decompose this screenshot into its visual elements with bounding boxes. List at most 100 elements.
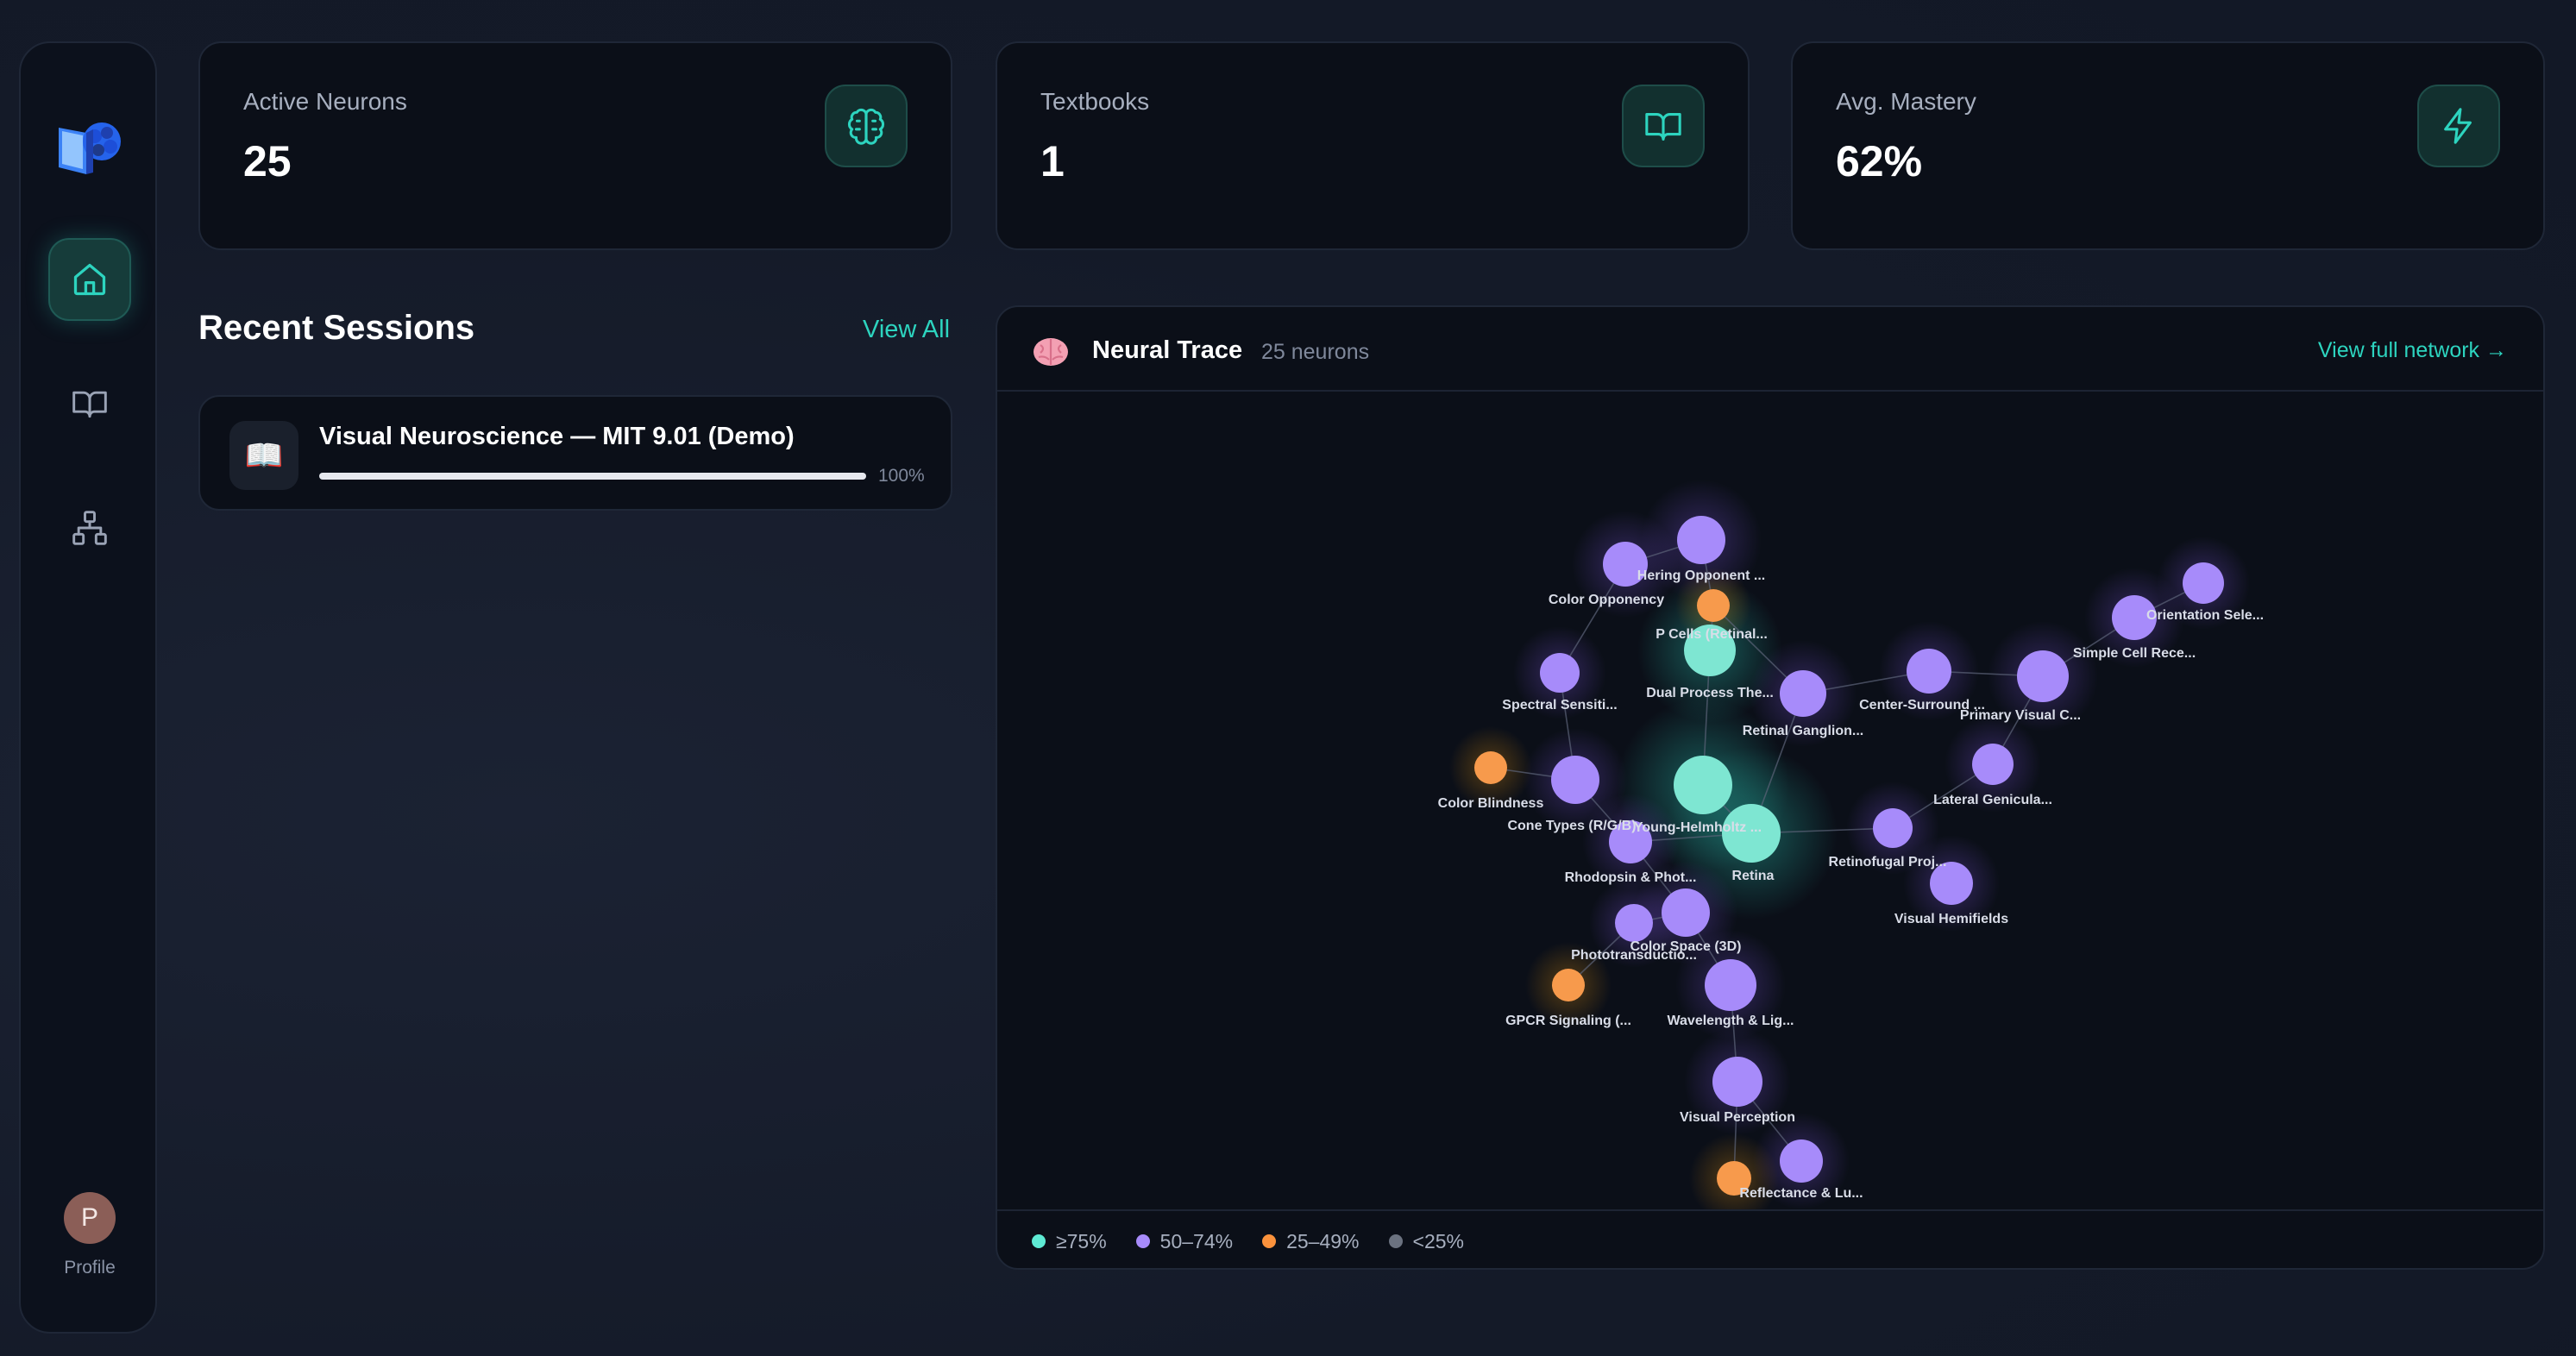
stat-value: 1 — [1040, 137, 1065, 185]
stat-card-avg-mastery: Avg. Mastery 62% — [1791, 41, 2545, 250]
legend-item-mid: 50–74% — [1135, 1229, 1234, 1253]
legend-item-low: 25–49% — [1262, 1229, 1360, 1253]
brain-icon — [825, 85, 908, 167]
legend-label: <25% — [1412, 1229, 1464, 1252]
graph-node-labels: Hering Opponent ... Color Opponency P Ce… — [1438, 568, 2264, 1201]
nav-network-button[interactable] — [48, 487, 131, 569]
legend-dot — [1135, 1234, 1150, 1248]
node-label: Reflectance & Lu... — [1739, 1186, 1863, 1201]
node-label: Wavelength & Lig... — [1668, 1014, 1794, 1028]
node-label: Color Space (3D) — [1630, 939, 1742, 954]
neural-trace-header: Neural Trace 25 neurons View full networ… — [997, 307, 2543, 392]
node-label: Color Opponency — [1549, 593, 1664, 607]
nav-library-button[interactable] — [48, 362, 131, 445]
graph-node — [1662, 888, 1710, 937]
neural-graph[interactable]: Hering Opponent ... Color Opponency P Ce… — [997, 392, 2545, 1209]
node-label: Visual Perception — [1680, 1110, 1795, 1125]
legend-label: ≥75% — [1056, 1229, 1107, 1252]
graph-node — [1717, 1161, 1751, 1196]
graph-node — [1705, 959, 1756, 1011]
view-full-network-link[interactable]: View full network → — [2317, 338, 2507, 362]
graph-node — [1551, 756, 1599, 804]
graph-node — [1474, 751, 1507, 784]
graph-node — [1609, 820, 1652, 863]
brain-emoji-icon — [1034, 338, 1068, 366]
graph-node — [1603, 542, 1648, 587]
graph-node — [1873, 808, 1913, 848]
graph-node — [1684, 625, 1736, 676]
node-label: Rhodopsin & Phot... — [1565, 870, 1697, 885]
profile-avatar[interactable]: P — [64, 1192, 116, 1244]
hierarchy-icon — [72, 511, 107, 545]
legend-dot — [1262, 1234, 1277, 1248]
legend-dot — [1032, 1234, 1046, 1248]
graph-node — [1677, 516, 1725, 564]
graph-node — [2183, 562, 2224, 604]
session-progress-percent: 100% — [878, 466, 925, 486]
graph-node — [1712, 1057, 1762, 1107]
stat-label: Active Neurons — [243, 88, 407, 115]
profile-label: Profile — [64, 1258, 116, 1278]
legend-item-none: <25% — [1388, 1229, 1464, 1253]
neural-trace-panel: Neural Trace 25 neurons View full networ… — [996, 305, 2545, 1270]
mastery-legend: ≥75% 50–74% 25–49% <25% — [997, 1209, 2543, 1268]
node-label: Spectral Sensiti... — [1502, 698, 1617, 713]
node-label: Cone Types (R/G/B) — [1507, 819, 1636, 833]
node-label: Color Blindness — [1438, 796, 1544, 811]
graph-node — [1907, 649, 1951, 694]
session-progress-fill — [319, 473, 866, 480]
session-card[interactable]: 📖 Visual Neuroscience — MIT 9.01 (Demo) … — [198, 395, 952, 511]
book-icon — [1622, 85, 1705, 167]
node-label: Primary Visual C... — [1960, 708, 2081, 723]
graph-node — [2112, 595, 2157, 640]
node-label: Phototransductio... — [1571, 948, 1697, 963]
node-label: Hering Opponent ... — [1637, 568, 1765, 583]
stat-card-active-neurons: Active Neurons 25 — [198, 41, 952, 250]
graph-node — [1552, 969, 1585, 1001]
view-all-link[interactable]: View All — [863, 316, 951, 343]
stat-label: Textbooks — [1040, 88, 1150, 115]
node-label: Orientation Sele... — [2146, 608, 2264, 623]
graph-node — [1674, 756, 1732, 814]
neuron-count: 25 neurons — [1261, 340, 1370, 364]
node-label: Retinofugal Proj... — [1829, 855, 1947, 869]
node-label: Center-Surround ... — [1859, 698, 1985, 713]
book-icon — [72, 391, 107, 418]
open-book-icon: 📖 — [229, 421, 298, 490]
node-label: P Cells (Retinal... — [1656, 627, 1768, 642]
sidebar: P Profile — [19, 41, 157, 1334]
graph-node — [1697, 589, 1730, 622]
neural-graph-canvas[interactable]: Hering Opponent ... Color Opponency P Ce… — [997, 392, 2545, 1209]
session-progress-bar — [319, 473, 866, 480]
node-label: GPCR Signaling (... — [1505, 1014, 1631, 1028]
graph-node — [1615, 904, 1653, 942]
node-label: Lateral Genicula... — [1933, 793, 2052, 807]
graph-node — [2017, 650, 2069, 702]
node-label: Retina — [1732, 869, 1775, 883]
stat-label: Avg. Mastery — [1836, 88, 1976, 115]
node-label: Dual Process The... — [1646, 686, 1774, 700]
graph-node — [1972, 744, 2014, 785]
graph-node — [1930, 862, 1973, 905]
neural-trace-title: Neural Trace — [1092, 336, 1243, 364]
nav-home-button[interactable] — [48, 238, 131, 321]
graph-node — [1780, 670, 1826, 717]
node-label: Young-Helmholtz ... — [1634, 820, 1762, 835]
home-icon — [73, 263, 106, 296]
stat-card-textbooks: Textbooks 1 — [996, 41, 1750, 250]
lightning-icon — [2417, 85, 2500, 167]
stat-value: 62% — [1836, 137, 1923, 185]
node-label: Retinal Ganglion... — [1743, 724, 1863, 738]
graph-node — [1722, 804, 1781, 863]
legend-label: 25–49% — [1286, 1229, 1360, 1252]
legend-item-high: ≥75% — [1032, 1230, 1107, 1253]
session-title: Visual Neuroscience — MIT 9.01 (Demo) — [319, 423, 795, 450]
node-glows — [1449, 480, 2250, 1209]
legend-label: 50–74% — [1159, 1229, 1234, 1252]
graph-nodes[interactable] — [1474, 516, 2224, 1196]
graph-node — [1780, 1139, 1823, 1183]
recent-sessions-title: Recent Sessions — [198, 309, 475, 347]
node-label: Visual Hemifields — [1894, 912, 2008, 926]
book-brain-logo-icon[interactable] — [53, 110, 126, 183]
legend-dot — [1388, 1234, 1403, 1248]
